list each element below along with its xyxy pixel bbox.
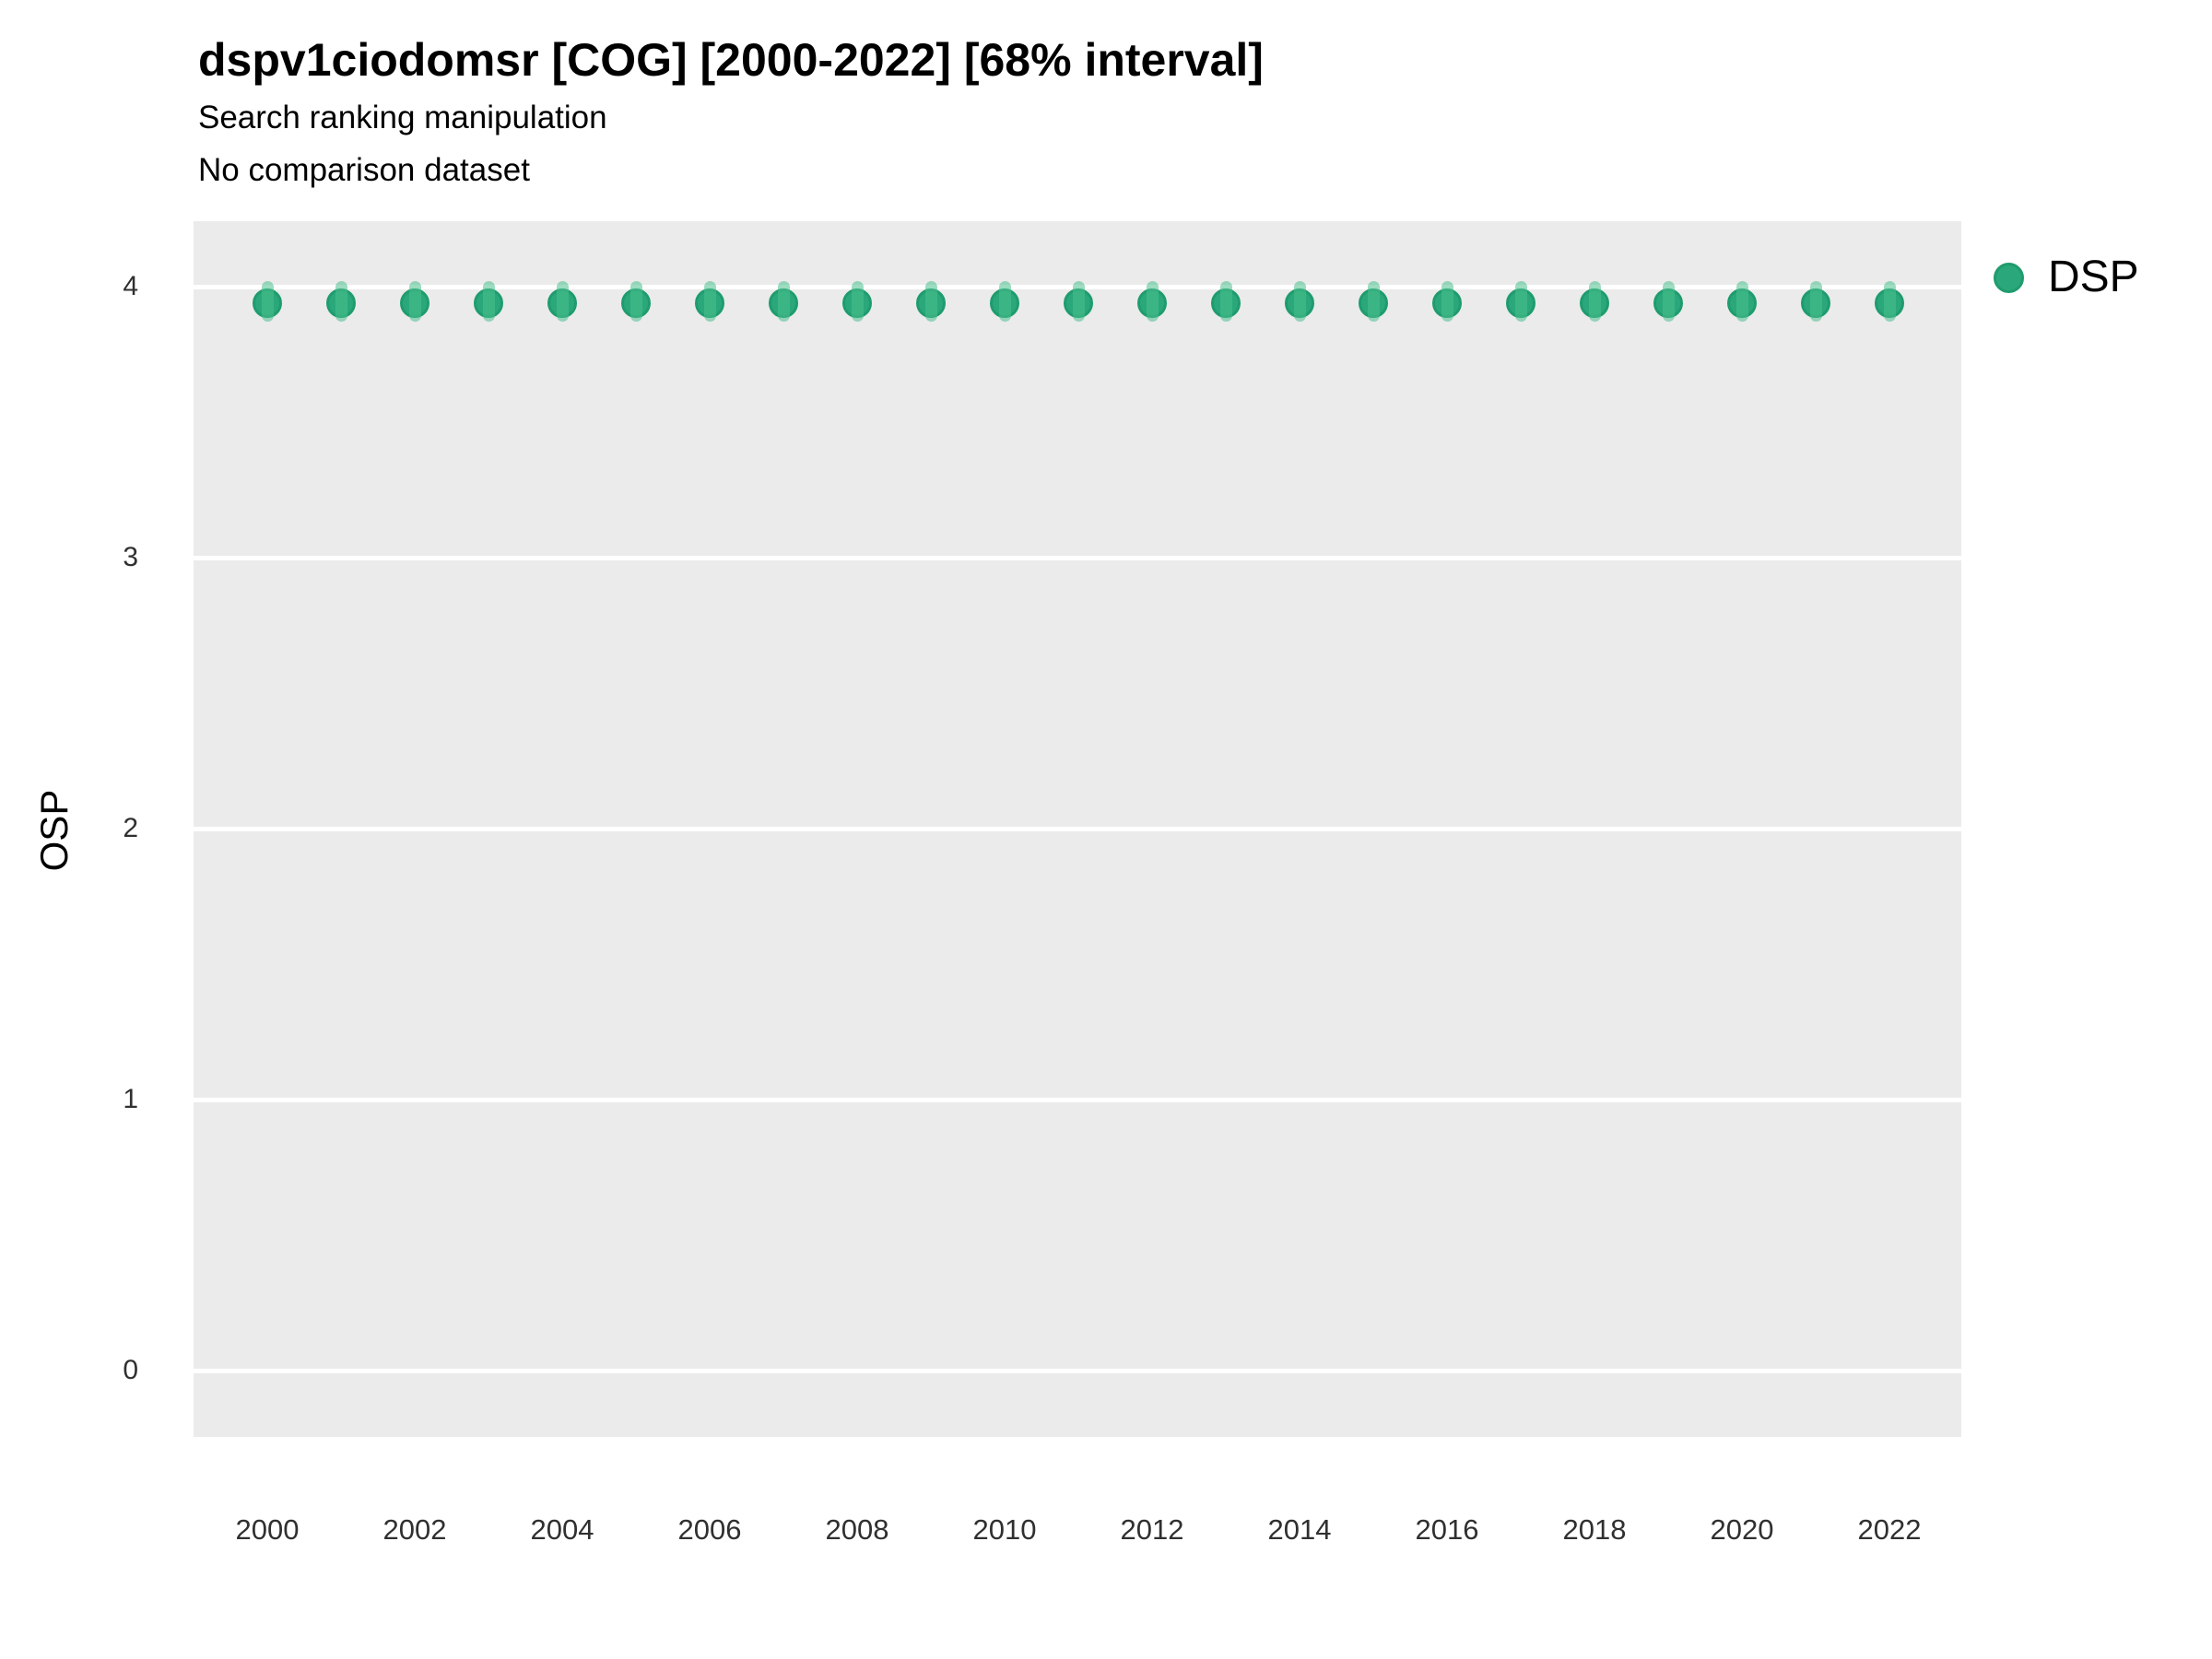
x-tick-label-2002: 2002 <box>382 1513 447 1546</box>
interval-bar-2016 <box>1441 281 1453 323</box>
x-tick-label-2014: 2014 <box>1267 1513 1332 1546</box>
gridline-y-0 <box>194 1368 1961 1373</box>
gridline-y-1 <box>194 1097 1961 1102</box>
chart-subtitle: Search ranking manipulation <box>198 100 607 135</box>
interval-bar-2019 <box>1662 281 1675 323</box>
interval-bar-2013 <box>1219 281 1232 323</box>
interval-bar-2017 <box>1514 281 1527 323</box>
interval-bar-2021 <box>1809 281 1822 323</box>
legend-dsp-dot-icon <box>1994 262 2024 293</box>
x-tick-label-2008: 2008 <box>825 1513 889 1546</box>
x-tick-label-2016: 2016 <box>1415 1513 1479 1546</box>
x-tick-label-2020: 2020 <box>1710 1513 1774 1546</box>
plot-panel <box>194 221 1961 1437</box>
gridline-y-2 <box>194 826 1961 831</box>
y-tick-label-3: 3 <box>123 542 138 572</box>
interval-bar-2011 <box>1072 281 1085 323</box>
x-tick-label-2004: 2004 <box>530 1513 594 1546</box>
x-tick-label-2010: 2010 <box>972 1513 1037 1546</box>
interval-bar-2008 <box>851 281 864 323</box>
y-tick-label-2: 2 <box>123 813 138 843</box>
interval-bar-2005 <box>629 281 642 323</box>
interval-bar-2009 <box>924 281 937 323</box>
chart-note: No comparison dataset <box>198 152 530 188</box>
interval-bar-2015 <box>1367 281 1380 323</box>
x-tick-label-2000: 2000 <box>235 1513 300 1546</box>
interval-bar-2022 <box>1883 281 1896 323</box>
interval-bar-2018 <box>1588 281 1601 323</box>
interval-bar-2000 <box>261 281 274 323</box>
interval-bar-2007 <box>777 281 790 323</box>
interval-bar-2020 <box>1735 281 1748 323</box>
interval-bar-2001 <box>335 281 347 323</box>
y-tick-label-1: 1 <box>123 1084 138 1114</box>
x-tick-label-2018: 2018 <box>1562 1513 1627 1546</box>
x-tick-label-2012: 2012 <box>1120 1513 1184 1546</box>
interval-bar-2014 <box>1293 281 1306 323</box>
legend-dsp-label: DSP <box>2048 253 2139 301</box>
interval-bar-2010 <box>998 281 1011 323</box>
y-tick-label-4: 4 <box>123 271 138 301</box>
x-tick-label-2006: 2006 <box>677 1513 742 1546</box>
x-tick-label-2022: 2022 <box>1857 1513 1922 1546</box>
interval-bar-2002 <box>408 281 421 323</box>
gridline-y-3 <box>194 555 1961 560</box>
interval-bar-2006 <box>703 281 716 323</box>
interval-bar-2003 <box>482 281 495 323</box>
interval-bar-2012 <box>1146 281 1159 323</box>
chart-title: dspv1ciodomsr [COG] [2000-2022] [68% int… <box>198 34 1264 86</box>
legend: DSP <box>1994 255 2139 300</box>
interval-bar-2004 <box>556 281 569 323</box>
y-tick-label-0: 0 <box>123 1355 138 1385</box>
